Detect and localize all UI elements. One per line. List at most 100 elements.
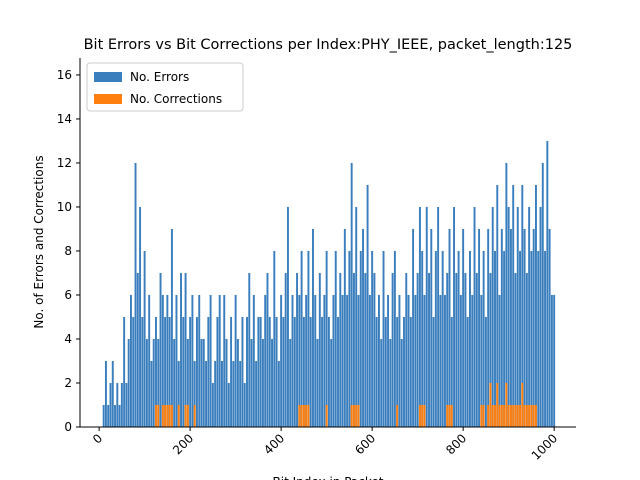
bar	[334, 250, 337, 427]
bar	[409, 316, 412, 427]
chart-title: Bit Errors vs Bit Corrections per Index:…	[84, 37, 573, 53]
bar	[348, 250, 351, 427]
bar	[450, 404, 453, 427]
bar	[325, 404, 328, 427]
bar	[389, 338, 392, 427]
bar	[216, 316, 219, 427]
bar	[289, 338, 292, 427]
bar	[509, 228, 512, 427]
bar	[521, 184, 524, 427]
bar	[446, 272, 449, 427]
bar	[432, 316, 435, 427]
bar	[234, 294, 237, 427]
bar	[302, 316, 305, 427]
bar	[350, 162, 353, 427]
bar	[209, 294, 212, 427]
bar	[207, 316, 210, 427]
bar	[200, 338, 203, 427]
bar	[496, 184, 499, 427]
bar	[368, 294, 371, 427]
bar	[132, 316, 135, 427]
bar	[136, 272, 139, 427]
bar	[373, 272, 376, 427]
bar	[125, 382, 128, 427]
bar	[396, 316, 399, 427]
bar	[469, 250, 471, 427]
y-tick-label: 8	[64, 244, 72, 258]
bar	[120, 382, 123, 427]
bar	[457, 250, 460, 427]
bar	[341, 294, 344, 427]
bar	[202, 338, 205, 427]
bar	[307, 250, 310, 427]
bar	[214, 360, 217, 427]
bar	[423, 404, 426, 427]
x-tick-label: 400	[261, 431, 287, 457]
bar	[357, 294, 360, 427]
bar	[177, 360, 180, 427]
bar	[182, 316, 185, 427]
bar	[539, 206, 542, 427]
bar	[459, 294, 462, 427]
bar	[371, 250, 374, 427]
bar	[519, 404, 521, 427]
bar	[478, 228, 481, 427]
bar	[114, 404, 117, 427]
legend-box	[86, 62, 244, 112]
bar	[261, 338, 264, 427]
bar	[441, 250, 444, 427]
bar	[498, 404, 501, 427]
bar	[523, 404, 526, 427]
bar	[180, 272, 182, 427]
bar	[264, 294, 267, 427]
bar	[257, 316, 260, 427]
bar	[273, 250, 276, 427]
bar	[170, 228, 173, 427]
bar	[296, 272, 299, 427]
bar	[448, 404, 451, 427]
bar	[405, 272, 408, 427]
bar	[398, 294, 401, 427]
legend-swatch	[94, 72, 122, 82]
x-tick-label: 600	[352, 431, 378, 457]
bar	[102, 404, 105, 427]
bar	[514, 272, 517, 427]
bar	[437, 206, 440, 427]
bar	[193, 360, 196, 427]
bar	[393, 250, 396, 427]
bar	[509, 404, 512, 427]
bar	[500, 228, 503, 427]
bar	[541, 162, 544, 427]
bar	[268, 316, 271, 427]
bar	[523, 228, 526, 427]
bar	[259, 316, 262, 427]
bar	[266, 272, 269, 427]
bar	[443, 294, 446, 427]
bar	[166, 404, 169, 427]
bar	[189, 316, 192, 427]
y-tick-label: 4	[64, 332, 72, 346]
bar	[195, 316, 198, 427]
bar	[337, 316, 339, 427]
bar	[161, 294, 164, 427]
bar	[150, 360, 153, 427]
bar	[177, 404, 180, 427]
bar	[223, 294, 226, 427]
bar	[407, 294, 410, 427]
bar	[528, 404, 531, 427]
bar	[366, 184, 369, 427]
bar	[425, 206, 428, 427]
bar	[503, 404, 506, 427]
bar	[127, 338, 130, 427]
bar	[298, 404, 301, 427]
bar	[343, 228, 346, 427]
bar	[129, 294, 132, 427]
x-tick-label: 200	[170, 431, 196, 457]
bar	[330, 338, 333, 427]
bar	[375, 316, 378, 427]
bar	[528, 206, 531, 427]
x-tick-label: 1000	[529, 431, 560, 462]
bar	[439, 294, 442, 427]
bar	[491, 404, 494, 427]
bar	[359, 250, 362, 427]
